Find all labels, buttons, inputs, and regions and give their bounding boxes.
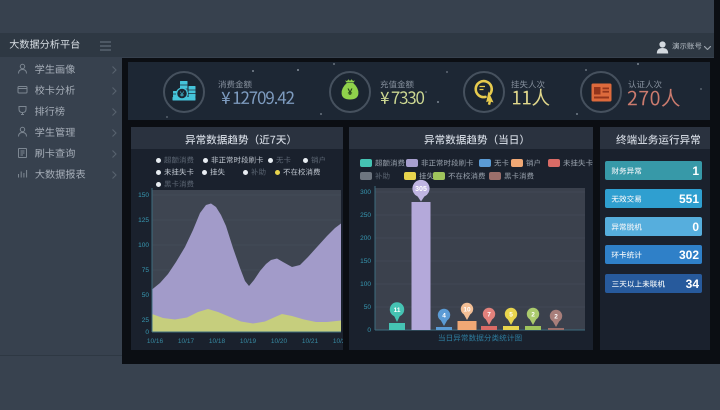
svg-text:10/19: 10/19: [240, 338, 257, 345]
svg-text:¥: ¥: [347, 87, 352, 97]
svg-text:10/16: 10/16: [147, 338, 164, 345]
svg-text:2: 2: [531, 311, 535, 318]
svg-text:25: 25: [142, 317, 150, 324]
svg-text:305: 305: [415, 186, 427, 193]
svg-text:50: 50: [142, 292, 150, 299]
svg-text:250: 250: [360, 212, 371, 219]
svg-text:75: 75: [142, 267, 150, 274]
svg-text:200: 200: [360, 235, 371, 242]
svg-text:10/22: 10/22: [333, 338, 343, 345]
svg-text:5: 5: [509, 311, 513, 318]
svg-text:10: 10: [463, 306, 471, 313]
svg-text:150: 150: [138, 192, 149, 199]
svg-text:¥: ¥: [180, 90, 185, 99]
svg-text:100: 100: [360, 281, 371, 288]
svg-text:11: 11: [394, 307, 401, 314]
svg-text:7: 7: [487, 311, 491, 318]
svg-text:50: 50: [364, 304, 372, 311]
svg-text:10/17: 10/17: [178, 338, 195, 345]
svg-text:0: 0: [367, 327, 371, 334]
svg-text:10/21: 10/21: [302, 338, 319, 345]
svg-text:100: 100: [138, 242, 149, 249]
svg-text:10/20: 10/20: [271, 338, 288, 345]
svg-text:10/18: 10/18: [209, 338, 226, 345]
svg-text:150: 150: [360, 258, 371, 265]
svg-text:4: 4: [442, 312, 446, 319]
svg-text:300: 300: [360, 189, 371, 196]
svg-text:2: 2: [554, 313, 558, 320]
svg-text:125: 125: [138, 217, 149, 224]
svg-text:0: 0: [145, 329, 149, 336]
